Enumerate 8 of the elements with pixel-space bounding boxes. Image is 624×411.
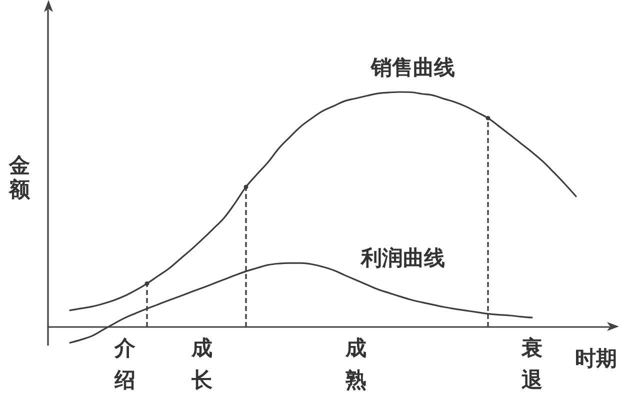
x-tick-label: 成长 xyxy=(190,336,214,392)
y-axis-title: 金额 xyxy=(8,154,31,202)
series-label: 利润曲线 xyxy=(360,246,445,270)
x-tick-label: 介绍 xyxy=(114,336,136,392)
x-tick-label: 衰退 xyxy=(520,336,542,392)
x-axis-title: 时期 xyxy=(575,346,617,370)
series-label: 销售曲线 xyxy=(370,56,455,80)
x-tick-label: 成熟 xyxy=(344,336,366,392)
